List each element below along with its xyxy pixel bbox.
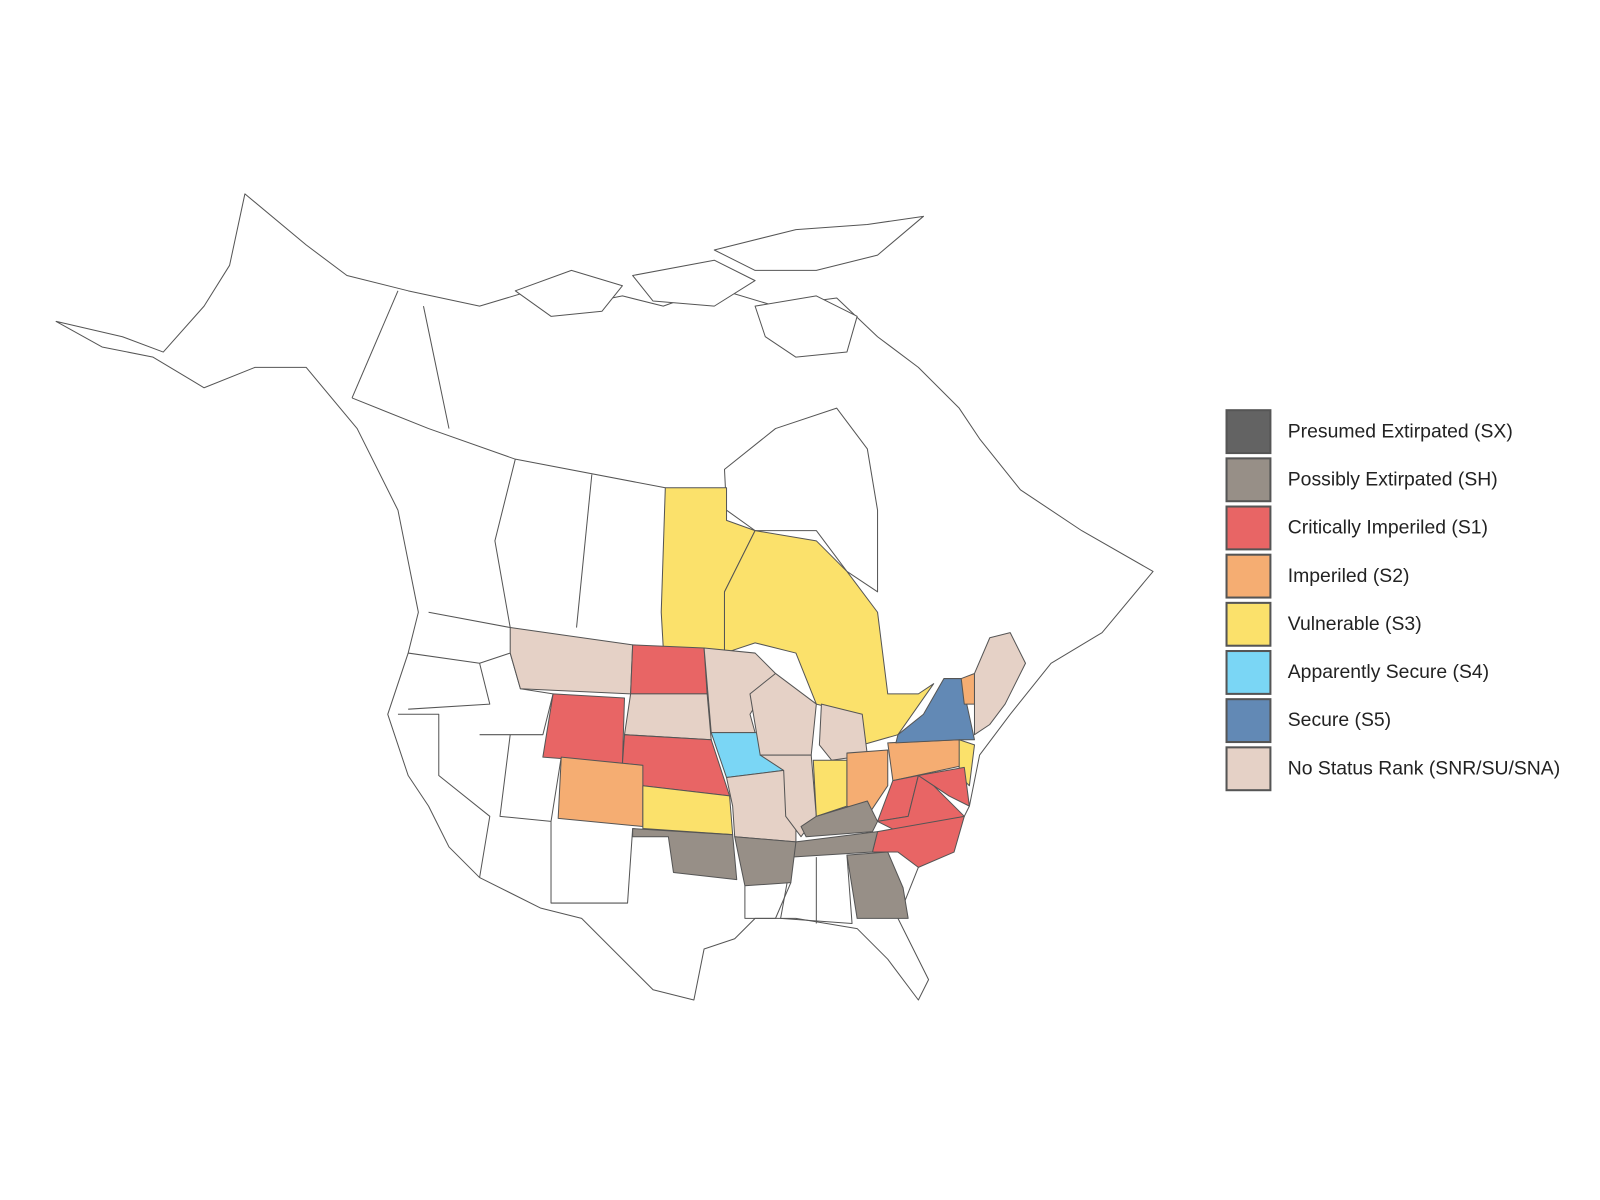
region — [759, 754, 817, 838]
border — [422, 306, 450, 429]
border — [494, 459, 516, 628]
legend-label: Presumed Extirpated (SX) — [1288, 420, 1513, 442]
border — [351, 290, 399, 399]
region — [557, 756, 644, 828]
region — [509, 627, 634, 695]
region — [630, 644, 708, 695]
region — [812, 759, 848, 817]
region — [846, 749, 889, 817]
border — [479, 652, 554, 736]
region — [917, 766, 970, 807]
legend-swatch — [1225, 650, 1272, 695]
legend-swatch — [1225, 409, 1272, 455]
arctic-island — [713, 215, 924, 271]
legend-swatch — [1225, 457, 1272, 503]
region — [800, 800, 879, 838]
legend-swatch — [1225, 698, 1272, 744]
hudson-bay — [723, 407, 879, 593]
continent — [55, 193, 1154, 1001]
legend-label: Critically Imperiled (S1) — [1288, 517, 1488, 539]
arctic-island — [632, 259, 756, 307]
region — [846, 851, 909, 919]
region — [895, 678, 975, 744]
legend-label: No Status Rank (SNR/SU/SNA) — [1288, 757, 1560, 779]
border — [499, 734, 562, 822]
border — [550, 821, 634, 904]
border — [576, 474, 593, 628]
map — [55, 193, 1154, 1001]
legend-label: Vulnerable (S3) — [1288, 613, 1422, 635]
legend-swatch — [1225, 553, 1272, 599]
region — [723, 530, 935, 746]
border — [408, 652, 491, 710]
region — [623, 693, 712, 741]
legend-label: Apparently Secure (S4) — [1288, 661, 1489, 683]
legend-label: Secure (S5) — [1288, 709, 1391, 731]
border — [744, 882, 792, 919]
region — [542, 693, 625, 764]
region — [973, 632, 1027, 736]
region — [632, 828, 738, 881]
legend: Presumed Extirpated (SX) Possibly Extirpa… — [1225, 409, 1560, 792]
legend-swatch — [1225, 505, 1272, 551]
region — [734, 836, 797, 887]
border — [397, 713, 491, 878]
region — [749, 672, 817, 756]
arctic-island — [514, 269, 623, 317]
arctic-island — [754, 295, 858, 358]
legend-swatch — [1225, 746, 1272, 792]
legend-label: Imperiled (S2) — [1288, 565, 1410, 587]
border — [428, 611, 511, 629]
legend-label: Possibly Extirpated (SH) — [1288, 468, 1498, 490]
border — [351, 397, 666, 489]
legend-swatch — [1225, 601, 1272, 647]
